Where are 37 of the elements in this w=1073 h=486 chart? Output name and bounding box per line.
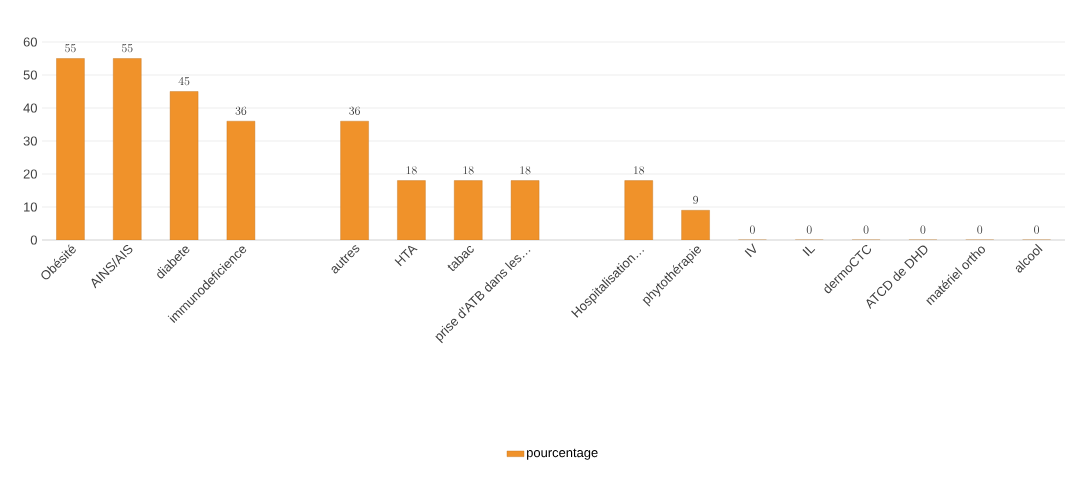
data-label: 0 [1034, 225, 1039, 234]
y-tick-label: 0 [30, 235, 37, 245]
bar [624, 180, 653, 240]
bar [113, 58, 142, 240]
data-label: 18 [406, 166, 417, 175]
bar [681, 210, 710, 240]
data-label: 18 [633, 166, 645, 175]
bar [397, 180, 426, 240]
y-tick-label: 60 [23, 37, 37, 47]
data-label: 36 [349, 106, 360, 115]
x-tick-label: IL [802, 246, 816, 257]
bar [226, 121, 256, 240]
bar [454, 180, 483, 240]
y-tick-label: 20 [23, 169, 37, 179]
data-label: 9 [693, 195, 699, 205]
y-tick-label: 40 [23, 103, 37, 113]
x-tick-label: HTA [394, 245, 418, 267]
y-tick-label: 30 [23, 136, 37, 146]
data-label: 55 [65, 44, 76, 53]
y-tick-label: 50 [23, 70, 37, 80]
data-label: 0 [806, 225, 812, 234]
legend-label: pourcentage [527, 448, 598, 460]
data-label: 36 [235, 106, 247, 115]
y-tick-label: 10 [24, 202, 37, 212]
data-label: 45 [178, 76, 190, 86]
bar [169, 91, 199, 240]
x-tick-label: IV [744, 243, 757, 258]
bar [56, 58, 85, 240]
bar [510, 180, 540, 240]
data-label: 0 [977, 225, 983, 234]
data-label: 18 [520, 166, 531, 175]
bar [340, 121, 369, 240]
data-label: 0 [863, 225, 869, 234]
data-label: 18 [463, 166, 474, 175]
data-label: 0 [920, 225, 926, 234]
data-label: 55 [121, 44, 133, 53]
data-label: 0 [749, 225, 755, 234]
